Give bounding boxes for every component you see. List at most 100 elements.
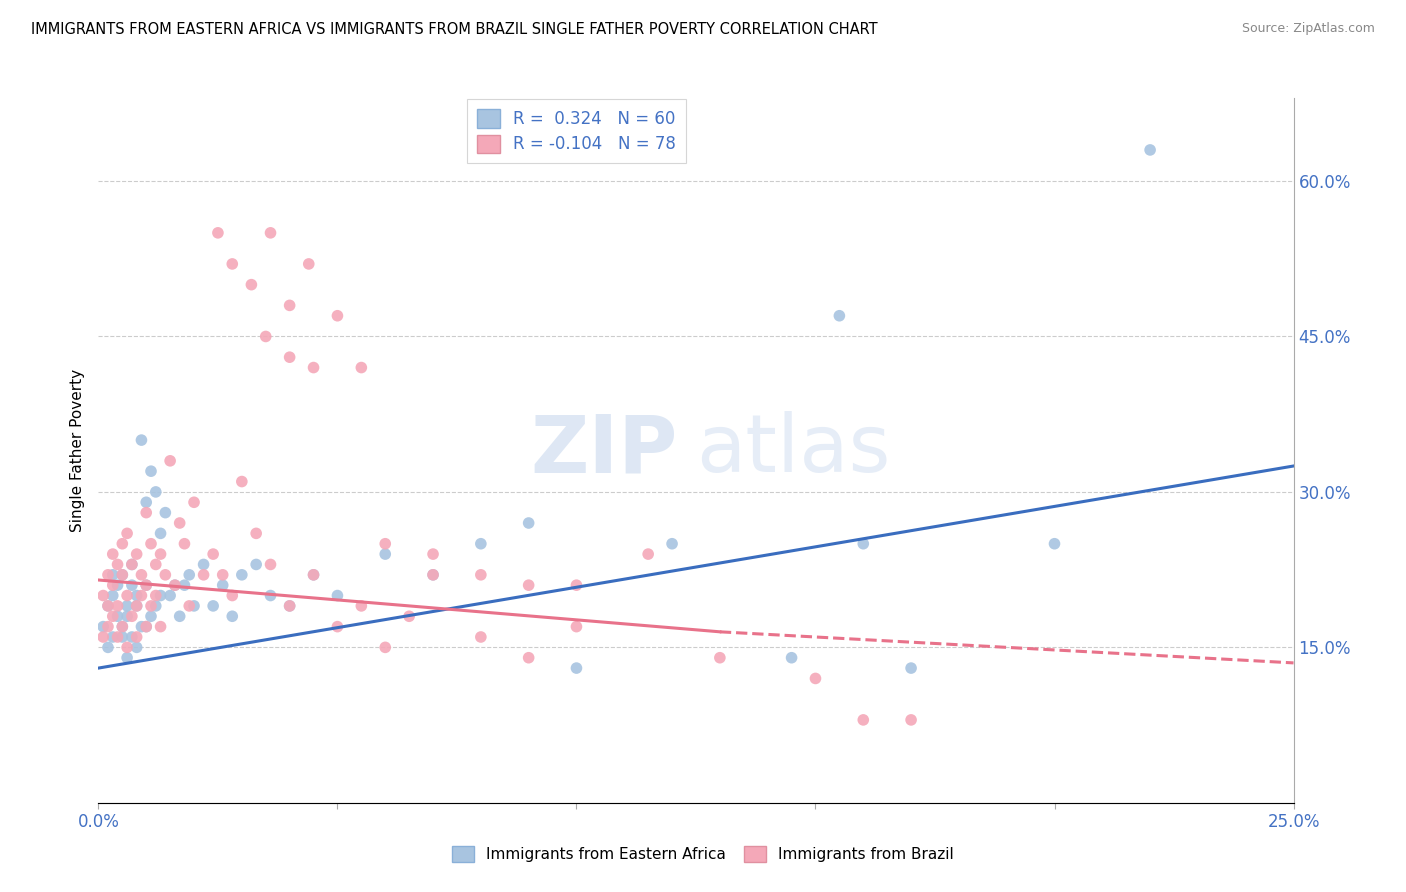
Point [470,567,492,582]
Point [111,619,134,633]
Point [155,506,177,520]
Point [517,578,540,592]
Point [900,661,922,675]
Point [221,609,243,624]
Point [169,516,191,530]
Point [240,277,263,292]
Point [211,578,233,592]
Point [470,537,492,551]
Point [145,599,167,613]
Point [101,630,124,644]
Point [422,567,444,582]
Point [231,475,253,489]
Point [193,567,215,582]
Point [121,630,143,644]
Point [125,589,148,603]
Point [101,567,124,582]
Point [131,433,153,447]
Point [115,526,138,541]
Point [115,599,138,613]
Point [115,640,138,655]
Point [202,547,225,561]
Point [125,599,148,613]
Point [111,567,134,582]
Point [259,558,281,572]
Point [135,506,157,520]
Text: IMMIGRANTS FROM EASTERN AFRICA VS IMMIGRANTS FROM BRAZIL SINGLE FATHER POVERTY C: IMMIGRANTS FROM EASTERN AFRICA VS IMMIGR… [31,22,877,37]
Point [1043,537,1066,551]
Point [131,567,153,582]
Point [302,567,325,582]
Point [221,589,243,603]
Point [259,226,281,240]
Point [350,599,373,613]
Point [135,578,157,592]
Point [169,609,191,624]
Point [828,309,851,323]
Point [111,537,134,551]
Point [565,619,588,633]
Point [149,547,172,561]
Point [121,558,143,572]
Point [115,650,138,665]
Point [97,619,120,633]
Point [149,619,172,633]
Point [111,619,134,633]
Point [107,630,129,644]
Point [97,599,120,613]
Point [135,495,157,509]
Point [121,558,143,572]
Point [183,599,205,613]
Point [125,640,148,655]
Point [278,599,301,613]
Point [470,630,492,644]
Y-axis label: Single Father Poverty: Single Father Poverty [69,369,84,532]
Point [97,640,120,655]
Text: atlas: atlas [696,411,890,490]
Point [145,558,167,572]
Point [91,619,114,633]
Point [1139,143,1161,157]
Point [326,589,349,603]
Point [121,578,143,592]
Point [207,226,229,240]
Point [565,661,588,675]
Point [302,567,325,582]
Point [852,537,875,551]
Point [139,464,162,478]
Point [852,713,875,727]
Point [179,599,201,613]
Point [517,650,540,665]
Point [139,537,162,551]
Point [145,484,167,499]
Point [422,547,444,561]
Point [91,630,114,644]
Point [565,578,588,592]
Point [101,547,124,561]
Point [91,589,114,603]
Point [107,558,129,572]
Point [163,578,186,592]
Point [107,599,129,613]
Point [115,589,138,603]
Point [780,650,803,665]
Point [422,567,444,582]
Point [374,537,396,551]
Point [173,578,195,592]
Point [245,558,267,572]
Point [900,713,922,727]
Point [159,454,181,468]
Point [139,609,162,624]
Point [254,329,277,343]
Point [193,558,215,572]
Point [155,567,177,582]
Point [145,589,167,603]
Point [149,526,172,541]
Point [179,567,201,582]
Point [111,567,134,582]
Point [97,567,120,582]
Point [101,578,124,592]
Point [231,567,253,582]
Point [221,257,243,271]
Point [709,650,731,665]
